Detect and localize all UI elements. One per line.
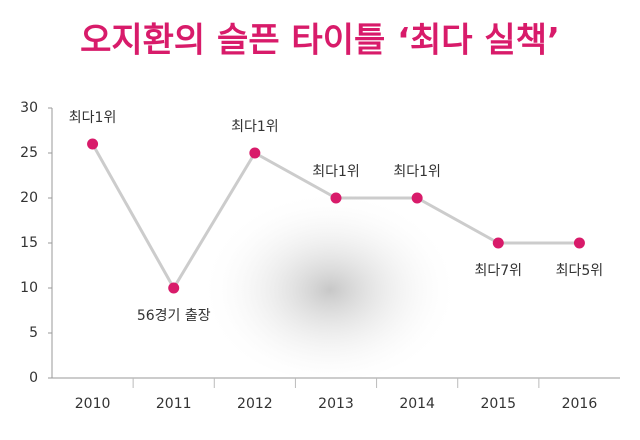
- y-tick-label: 30: [20, 100, 38, 116]
- data-point: [168, 282, 180, 294]
- x-tick-label: 2010: [75, 396, 111, 412]
- y-tick-label: 10: [20, 280, 38, 296]
- y-tick-label: 5: [29, 325, 38, 341]
- y-tick-label: 15: [20, 235, 38, 251]
- data-point: [573, 237, 585, 249]
- point-label: 최다1위: [69, 110, 117, 126]
- point-label: 최다5위: [556, 263, 604, 279]
- x-tick-label: 2014: [399, 396, 435, 412]
- data-point: [411, 192, 423, 204]
- point-label: 최다1위: [393, 164, 441, 180]
- y-tick-label: 0: [29, 370, 38, 386]
- data-point: [87, 138, 99, 150]
- data-point: [249, 147, 261, 159]
- y-tick-label: 25: [20, 145, 38, 161]
- point-label: 최다1위: [312, 164, 360, 180]
- data-point: [330, 192, 342, 204]
- chart-title: 오지환의 슬픈 타이틀 ‘최다 실책’: [80, 21, 560, 61]
- y-tick-label: 20: [20, 190, 38, 206]
- x-tick-label: 2011: [156, 396, 192, 412]
- data-point: [492, 237, 504, 249]
- background-photo: [200, 180, 460, 380]
- x-tick-label: 2013: [318, 396, 354, 412]
- x-tick-label: 2015: [480, 396, 516, 412]
- x-tick-label: 2012: [237, 396, 273, 412]
- point-label: 56경기 출장: [137, 308, 211, 324]
- point-label: 최다1위: [231, 119, 279, 135]
- point-label: 최다7위: [475, 263, 523, 279]
- x-tick-label: 2016: [562, 396, 598, 412]
